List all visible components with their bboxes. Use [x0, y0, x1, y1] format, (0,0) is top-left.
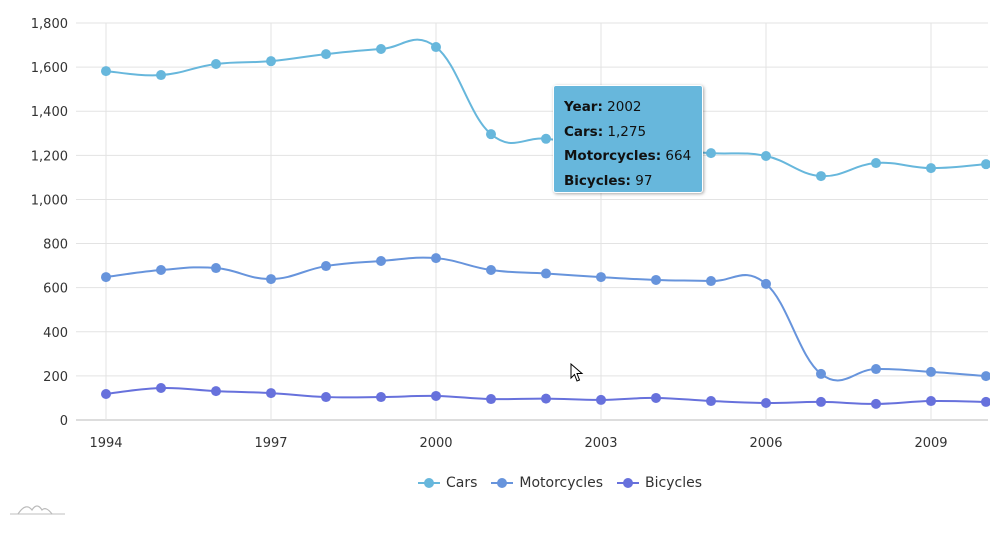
data-point-cars [156, 70, 166, 81]
legend-label: Cars [446, 475, 478, 491]
x-tick-label: 1994 [89, 436, 122, 451]
x-tick-label: 2000 [419, 436, 452, 451]
y-tick-label: 1,600 [31, 61, 68, 76]
x-tick-label: 2009 [914, 436, 947, 451]
data-point-cars [816, 171, 826, 182]
x-tick-label: 1997 [254, 436, 287, 451]
data-point-bicycles [321, 392, 331, 403]
data-point-motorcycles [596, 272, 606, 283]
data-point-motorcycles [816, 368, 826, 379]
data-point-motorcycles [871, 364, 881, 375]
data-point-cars [376, 44, 386, 55]
data-point-motorcycles [761, 278, 771, 289]
data-point-motorcycles [376, 255, 386, 266]
y-tick-label: 400 [43, 326, 68, 341]
y-tick-label: 1,200 [31, 149, 68, 164]
data-point-motorcycles [706, 276, 716, 287]
data-point-motorcycles [431, 253, 441, 264]
data-point-motorcycles [101, 272, 111, 283]
data-point-cars [486, 129, 496, 140]
x-tick-label: 2006 [749, 436, 782, 451]
data-point-bicycles [981, 396, 990, 407]
y-tick-label: 600 [43, 282, 68, 297]
data-point-bicycles [486, 394, 496, 405]
data-point-bicycles [926, 396, 936, 407]
legend-item-bicycles[interactable]: Bicycles [617, 475, 702, 491]
legend-marker-icon [617, 478, 640, 488]
tooltip-moto-label: Motorcycles: [564, 148, 662, 164]
data-point-motorcycles [541, 268, 551, 279]
data-point-motorcycles [981, 371, 990, 382]
data-point-motorcycles [321, 261, 331, 272]
legend-marker-icon [491, 478, 514, 488]
y-tick-label: 1,400 [31, 105, 68, 120]
legend: Cars Motorcycles Bicycles [418, 475, 702, 491]
data-point-motorcycles [266, 274, 276, 285]
data-point-bicycles [431, 390, 441, 401]
tooltip-cars-label: Cars: [564, 123, 604, 140]
y-tick-label: 200 [43, 370, 68, 385]
legend-item-cars[interactable]: Cars [418, 475, 477, 491]
amcharts-logo-icon[interactable] [10, 500, 66, 516]
tooltip-year: 2002 [607, 99, 642, 115]
data-point-bicycles [706, 396, 716, 407]
data-point-bicycles [211, 386, 221, 397]
data-point-cars [761, 150, 771, 161]
data-point-bicycles [376, 392, 386, 403]
data-point-bicycles [651, 392, 661, 403]
data-point-bicycles [816, 396, 826, 407]
data-point-cars [431, 42, 441, 53]
data-point-bicycles [101, 388, 111, 399]
tooltip-bike: 97 [635, 172, 653, 189]
data-point-cars [926, 163, 936, 174]
data-point-cars [981, 159, 990, 170]
data-point-cars [321, 49, 331, 60]
y-tick-label: 1,000 [31, 193, 68, 208]
data-point-motorcycles [156, 265, 166, 276]
data-point-bicycles [156, 383, 166, 394]
legend-marker-icon [418, 478, 440, 488]
mouse-cursor-icon [570, 363, 584, 382]
data-point-cars [211, 59, 221, 70]
legend-label: Bicycles [645, 475, 703, 491]
data-point-motorcycles [486, 265, 496, 276]
data-point-cars [266, 56, 276, 67]
data-point-bicycles [871, 398, 881, 409]
data-point-bicycles [266, 388, 276, 399]
data-point-cars [541, 133, 551, 144]
y-tick-label: 0 [60, 414, 68, 429]
data-point-cars [101, 66, 111, 77]
tooltip-cars: 1,275 [607, 123, 647, 140]
data-point-motorcycles [211, 263, 221, 274]
data-point-motorcycles [926, 366, 936, 377]
tooltip-moto: 664 [665, 148, 692, 164]
data-point-cars [706, 148, 716, 159]
data-point-bicycles [761, 398, 771, 409]
tooltip-bike-label: Bicycles: [564, 172, 631, 189]
data-point-cars [871, 158, 881, 169]
series-line-motorcycles [105, 256, 987, 382]
tooltip-year-label: Year: [564, 99, 603, 115]
series-line-cars [105, 38, 987, 178]
y-tick-label: 1,800 [31, 17, 68, 32]
data-point-motorcycles [651, 274, 661, 285]
x-tick-label: 2003 [584, 436, 617, 451]
data-point-bicycles [541, 393, 551, 404]
tooltip: Year: 2002 Cars: 1,275 Motorcycles: 664 … [553, 85, 703, 193]
data-point-bicycles [596, 394, 606, 405]
y-tick-label: 800 [43, 238, 68, 253]
legend-item-motorcycles[interactable]: Motorcycles [491, 475, 603, 491]
legend-label: Motorcycles [519, 475, 604, 491]
